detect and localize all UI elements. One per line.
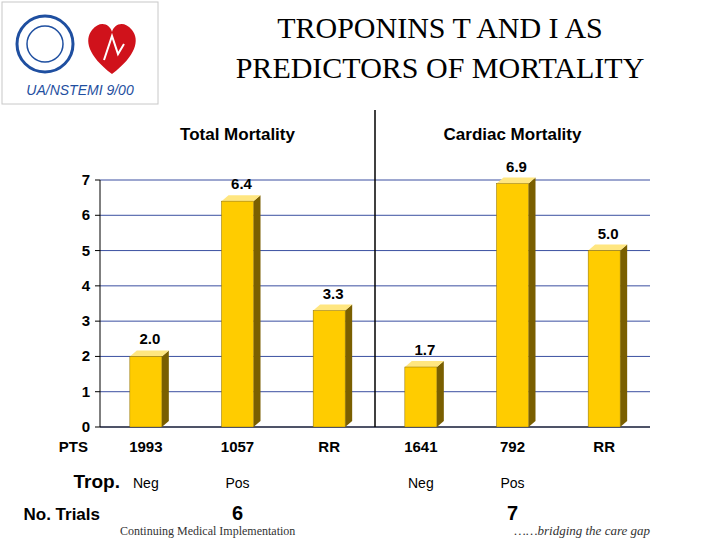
chart: UA/NSTEMI 9/00 0 1 2 3 4 5 6 7 Total Mortality 6 Ca… xyxy=(0,0,720,540)
bar xyxy=(497,184,529,427)
x-tick-label: RR xyxy=(593,438,615,455)
x-tick-label: 1057 xyxy=(221,438,254,455)
footer-right: ……bridging the care gap xyxy=(514,523,650,538)
x-tick-label: RR xyxy=(318,438,340,455)
group-label: Total Mortality xyxy=(180,125,295,144)
y-tick xyxy=(95,356,100,357)
y-tick xyxy=(95,427,100,428)
y-tick xyxy=(95,215,100,216)
troponin-label: Neg xyxy=(133,475,159,491)
y-tick-label: 5 xyxy=(82,242,90,259)
slide: {"header": {"badge": "UA/NSTEMI 9/00"}, … xyxy=(0,0,720,540)
row-label: PTS xyxy=(59,438,88,455)
trial-count: 6 xyxy=(232,502,243,524)
data-label: 5.0 xyxy=(598,225,619,242)
group-separator xyxy=(374,110,376,427)
aha-heart xyxy=(88,24,135,74)
data-label: 2.0 xyxy=(139,330,160,347)
bars xyxy=(130,184,620,427)
data-label: 1.7 xyxy=(414,341,435,358)
y-tick xyxy=(95,180,100,181)
bar-top xyxy=(497,178,536,184)
bar-top xyxy=(588,245,627,251)
y-tick xyxy=(95,321,100,322)
bar-top xyxy=(313,305,352,311)
bar-top xyxy=(222,195,261,201)
row-label: Trop. xyxy=(74,471,120,492)
y-tick xyxy=(95,391,100,392)
bar-top xyxy=(130,350,169,356)
acc-seal xyxy=(17,16,73,72)
bar xyxy=(130,356,162,427)
bar xyxy=(222,201,254,427)
bar-side xyxy=(345,305,352,427)
badge-text: UA/NSTEMI 9/00 xyxy=(26,82,134,98)
x-tick-label: 1641 xyxy=(404,438,437,455)
bar-depth xyxy=(130,178,627,427)
bar-top xyxy=(405,361,444,367)
x-tick-label: 792 xyxy=(500,438,525,455)
y-tick-label: 1 xyxy=(82,383,90,400)
row-label: No. Trials xyxy=(23,505,100,524)
aha-torch xyxy=(104,36,124,60)
bar-side xyxy=(620,245,627,427)
data-label: 6.9 xyxy=(506,158,527,175)
troponin-label: Neg xyxy=(408,475,434,491)
bar xyxy=(588,251,620,427)
footer-left: Continuing Medical Implementation xyxy=(120,524,295,538)
data-label: 3.3 xyxy=(323,285,344,302)
y-tick-label: 6 xyxy=(82,206,90,223)
bar-side xyxy=(162,350,169,427)
bar-side xyxy=(437,361,444,427)
troponin-label: Pos xyxy=(500,475,524,491)
x-tick-label: 1993 xyxy=(129,438,162,455)
bar xyxy=(313,311,345,427)
trial-count: 7 xyxy=(507,502,518,524)
troponin-label: Pos xyxy=(225,475,249,491)
y-tick-label: 3 xyxy=(82,312,90,329)
y-tick-label: 4 xyxy=(82,277,91,294)
title: TROPONINS T AND I AS PREDICTORS OF MORTA… xyxy=(165,8,715,88)
bar xyxy=(405,367,437,427)
group-label: Cardiac Mortality xyxy=(444,125,582,144)
y-tick xyxy=(95,285,100,286)
y-tick xyxy=(95,250,100,251)
bar-side xyxy=(529,178,536,427)
badge-box xyxy=(2,2,158,104)
y-tick-label: 7 xyxy=(82,171,90,188)
data-label: 6.4 xyxy=(231,175,253,192)
y-tick-label: 0 xyxy=(82,418,90,435)
acc-seal-inner xyxy=(27,26,63,62)
y-axis xyxy=(100,180,101,427)
bar-side xyxy=(254,195,261,427)
y-tick-label: 2 xyxy=(82,347,90,364)
